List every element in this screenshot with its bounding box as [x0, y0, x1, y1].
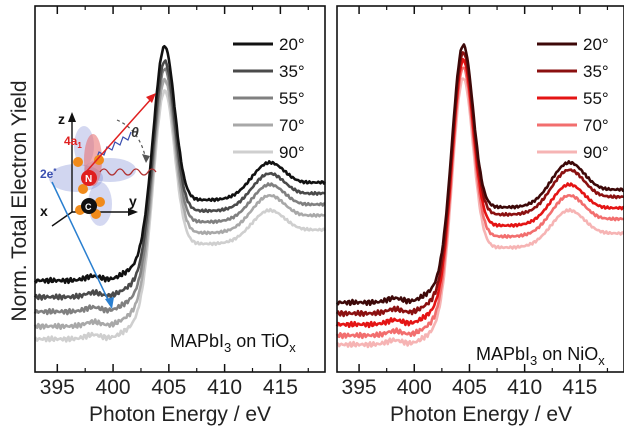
legend-label: 55° — [583, 89, 609, 108]
x-tick-label: 395 — [342, 376, 377, 399]
legend-label: 70° — [583, 116, 609, 135]
x-tick-label: 410 — [207, 376, 242, 399]
molecule-inset: z y x θ C N 4a1 2e* — [40, 93, 157, 309]
series-line-1 — [335, 43, 624, 307]
x-tick-label: 410 — [507, 376, 542, 399]
series-line-5 — [336, 77, 624, 349]
legend-label: 70° — [279, 116, 305, 135]
panel-right: 395 400 405 410 415 20° 35° 55° 70° 90° MAPbI3 o… — [335, 5, 624, 399]
x-tick-label: 405 — [151, 376, 186, 399]
z-axis-arrowhead — [68, 112, 76, 122]
series-line-3 — [33, 67, 326, 316]
x-tick-label: 400 — [96, 376, 131, 399]
theta-arc-arrowhead — [142, 154, 150, 163]
x-axis-title-right: Photon Energy / eV — [390, 403, 572, 426]
orbital-label-2e: 2e* — [40, 167, 57, 181]
series-line-3 — [335, 57, 624, 329]
atom-hydrogen-3 — [78, 184, 88, 194]
x-axis-title-left: Photon Energy / eV — [89, 403, 271, 426]
x-tick-label: 400 — [397, 376, 432, 399]
z-axis-letter: z — [58, 111, 65, 127]
wave-beam — [99, 168, 157, 176]
atom-carbon-label: C — [85, 202, 92, 212]
panel-left-annotation: MAPbI3 on TiOx — [170, 331, 296, 355]
panel-right-series — [335, 43, 624, 349]
theta-label: θ — [131, 124, 139, 140]
panel-left-frame — [34, 5, 326, 373]
legend-label: 90° — [279, 143, 305, 162]
atom-hydrogen-2 — [94, 155, 104, 165]
y-axis-arrowhead — [128, 208, 138, 216]
series-line-2 — [335, 51, 624, 318]
legend-label: 20° — [583, 35, 609, 54]
theta-arc — [116, 119, 147, 161]
panel-left-legend: 20° 35° 55° 70° 90° — [233, 35, 305, 162]
x-tick-label: 415 — [263, 376, 298, 399]
red-arrow-head — [146, 93, 156, 103]
x-axis-letter: x — [40, 203, 48, 219]
series-line-4 — [33, 77, 326, 331]
x-tick-label: 415 — [562, 376, 597, 399]
red-arrow-line — [85, 97, 153, 173]
x-tick-label: 395 — [40, 376, 75, 399]
series-line-2 — [33, 59, 326, 301]
series-line-1 — [33, 44, 327, 285]
legend-label: 35° — [583, 62, 609, 81]
panel-left-series — [33, 44, 327, 343]
y-axis-title: Norm. Total Electron Yield — [8, 80, 31, 321]
atom-carbon — [81, 198, 97, 214]
atom-hydrogen-6 — [95, 197, 105, 207]
legend-label: 90° — [583, 143, 609, 162]
atom-nitrogen-label: N — [85, 174, 92, 185]
panel-left-ticks: 395 400 405 410 415 — [40, 6, 309, 399]
atom-nitrogen — [81, 170, 97, 186]
orbital-label-4a1: 4a1 — [64, 134, 82, 150]
panel-right-ticks: 395 400 405 410 415 — [342, 6, 609, 399]
series-line-4 — [335, 66, 624, 340]
x-tick-label: 405 — [452, 376, 487, 399]
legend-label: 35° — [279, 62, 305, 81]
panel-right-annotation: MAPbI3 on NiOx — [476, 344, 605, 368]
y-axis-letter: y — [129, 193, 137, 209]
series-line-5 — [34, 89, 327, 343]
blue-arrow-line — [51, 181, 111, 305]
legend-label: 20° — [279, 35, 305, 54]
panel-right-frame — [336, 5, 624, 373]
legend-label: 55° — [279, 89, 305, 108]
panel-right-legend: 20° 35° 55° 70° 90° — [537, 35, 609, 162]
panel-left: 395 400 405 410 415 20° 35° 55° 70° 90° MAPbI3 o… — [33, 5, 327, 399]
blue-arrow-head — [105, 297, 114, 309]
atom-hydrogen-1 — [73, 157, 83, 167]
x-axis-line — [51, 211, 73, 227]
